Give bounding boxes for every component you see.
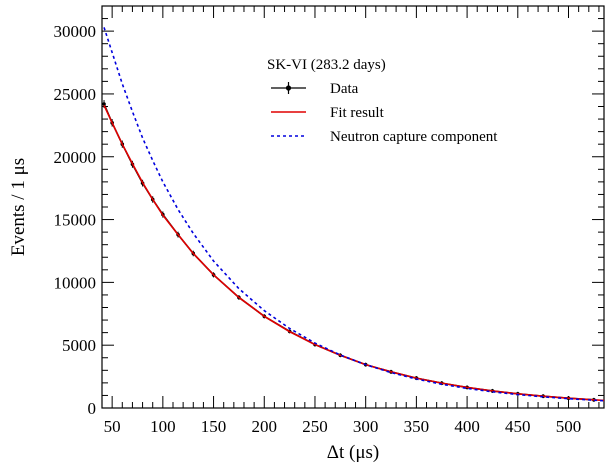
x-tick-label: 300 <box>353 417 379 436</box>
x-tick-label: 450 <box>505 417 531 436</box>
x-tick-label: 500 <box>556 417 582 436</box>
data-point <box>102 102 106 106</box>
legend-header: SK-VI (283.2 days) <box>267 57 386 73</box>
x-tick-label: 200 <box>252 417 278 436</box>
axis-ticks: 50 100 150 200 250 300 350 400 450 50005000100001… <box>54 5 604 436</box>
data-trace <box>103 103 594 401</box>
legend-label-data: Data <box>330 81 359 97</box>
y-tick-label: 0 <box>88 399 97 418</box>
y-tick-label: 15000 <box>54 211 97 230</box>
x-tick-label: 150 <box>201 417 227 436</box>
y-tick-label: 25000 <box>54 85 97 104</box>
x-tick-label: 350 <box>404 417 430 436</box>
x-tick-label: 100 <box>150 417 176 436</box>
fit-result-curve <box>103 104 605 402</box>
y-tick-label: 20000 <box>54 148 97 167</box>
data-points <box>102 100 596 402</box>
legend-label-neutron: Neutron capture component <box>330 129 498 145</box>
legend: SK-VI (283.2 days) Data Fit result Neutr… <box>267 57 498 145</box>
y-tick-label: 5000 <box>62 336 96 355</box>
neutron-capture-curve <box>103 27 605 402</box>
y-axis-title: Events / 1 μs <box>8 158 29 256</box>
x-tick-label: 400 <box>454 417 480 436</box>
legend-swatch-data-marker <box>285 85 292 91</box>
x-axis-title: Δt (μs) <box>327 442 379 463</box>
x-tick-label: 250 <box>302 417 328 436</box>
y-tick-label: 30000 <box>54 22 97 41</box>
y-tick-label: 10000 <box>54 273 97 292</box>
x-tick-label: 50 <box>104 417 121 436</box>
legend-label-fit: Fit result <box>330 105 385 121</box>
series-curves <box>103 27 605 402</box>
